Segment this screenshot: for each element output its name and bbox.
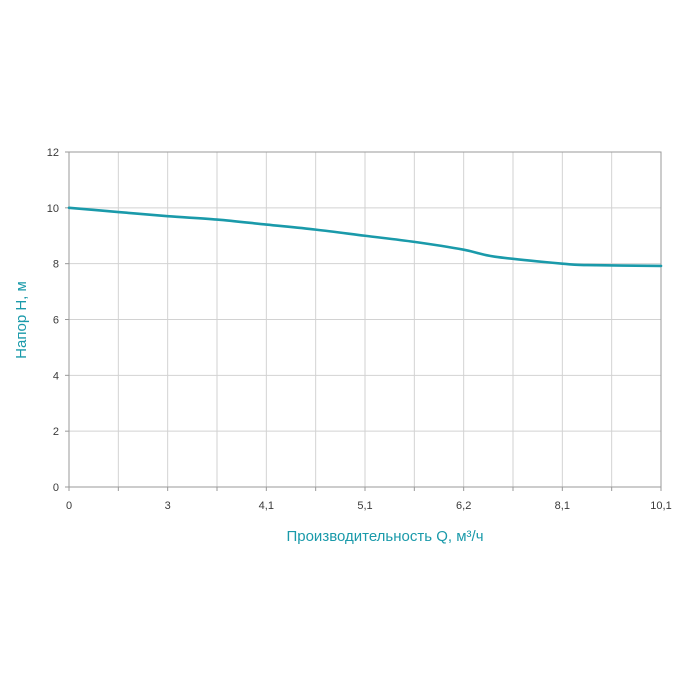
x-tick-label: 0	[66, 500, 72, 512]
x-axis-title: Производительность Q, м³/ч	[286, 528, 483, 545]
y-tick-label: 8	[53, 259, 59, 271]
series-line	[67, 206, 663, 268]
y-axis-title: Напор H, м	[13, 281, 30, 359]
y-tick-label: 6	[53, 315, 59, 327]
x-tick-label: 10,1	[650, 500, 671, 512]
x-tick-label: 6,2	[456, 500, 471, 512]
x-tick-label: 8,1	[555, 500, 570, 512]
y-tick-label: 12	[47, 147, 59, 159]
y-tick-label: 10	[47, 203, 59, 215]
plot-frame	[65, 151, 662, 491]
x-axis-ticks: 0 3 4,1 5,1 6,2 8,1 10,1	[66, 500, 672, 512]
x-tick-label: 4,1	[259, 500, 274, 512]
x-tick-label: 3	[165, 500, 171, 512]
y-tick-label: 2	[53, 426, 59, 438]
y-tick-label: 4	[53, 370, 59, 382]
y-axis-ticks: 0 2 4 6 8 10 12	[47, 147, 59, 494]
series-layer	[67, 206, 663, 268]
grid	[69, 152, 661, 487]
x-tick-label: 5,1	[357, 500, 372, 512]
y-tick-label: 0	[53, 482, 59, 494]
